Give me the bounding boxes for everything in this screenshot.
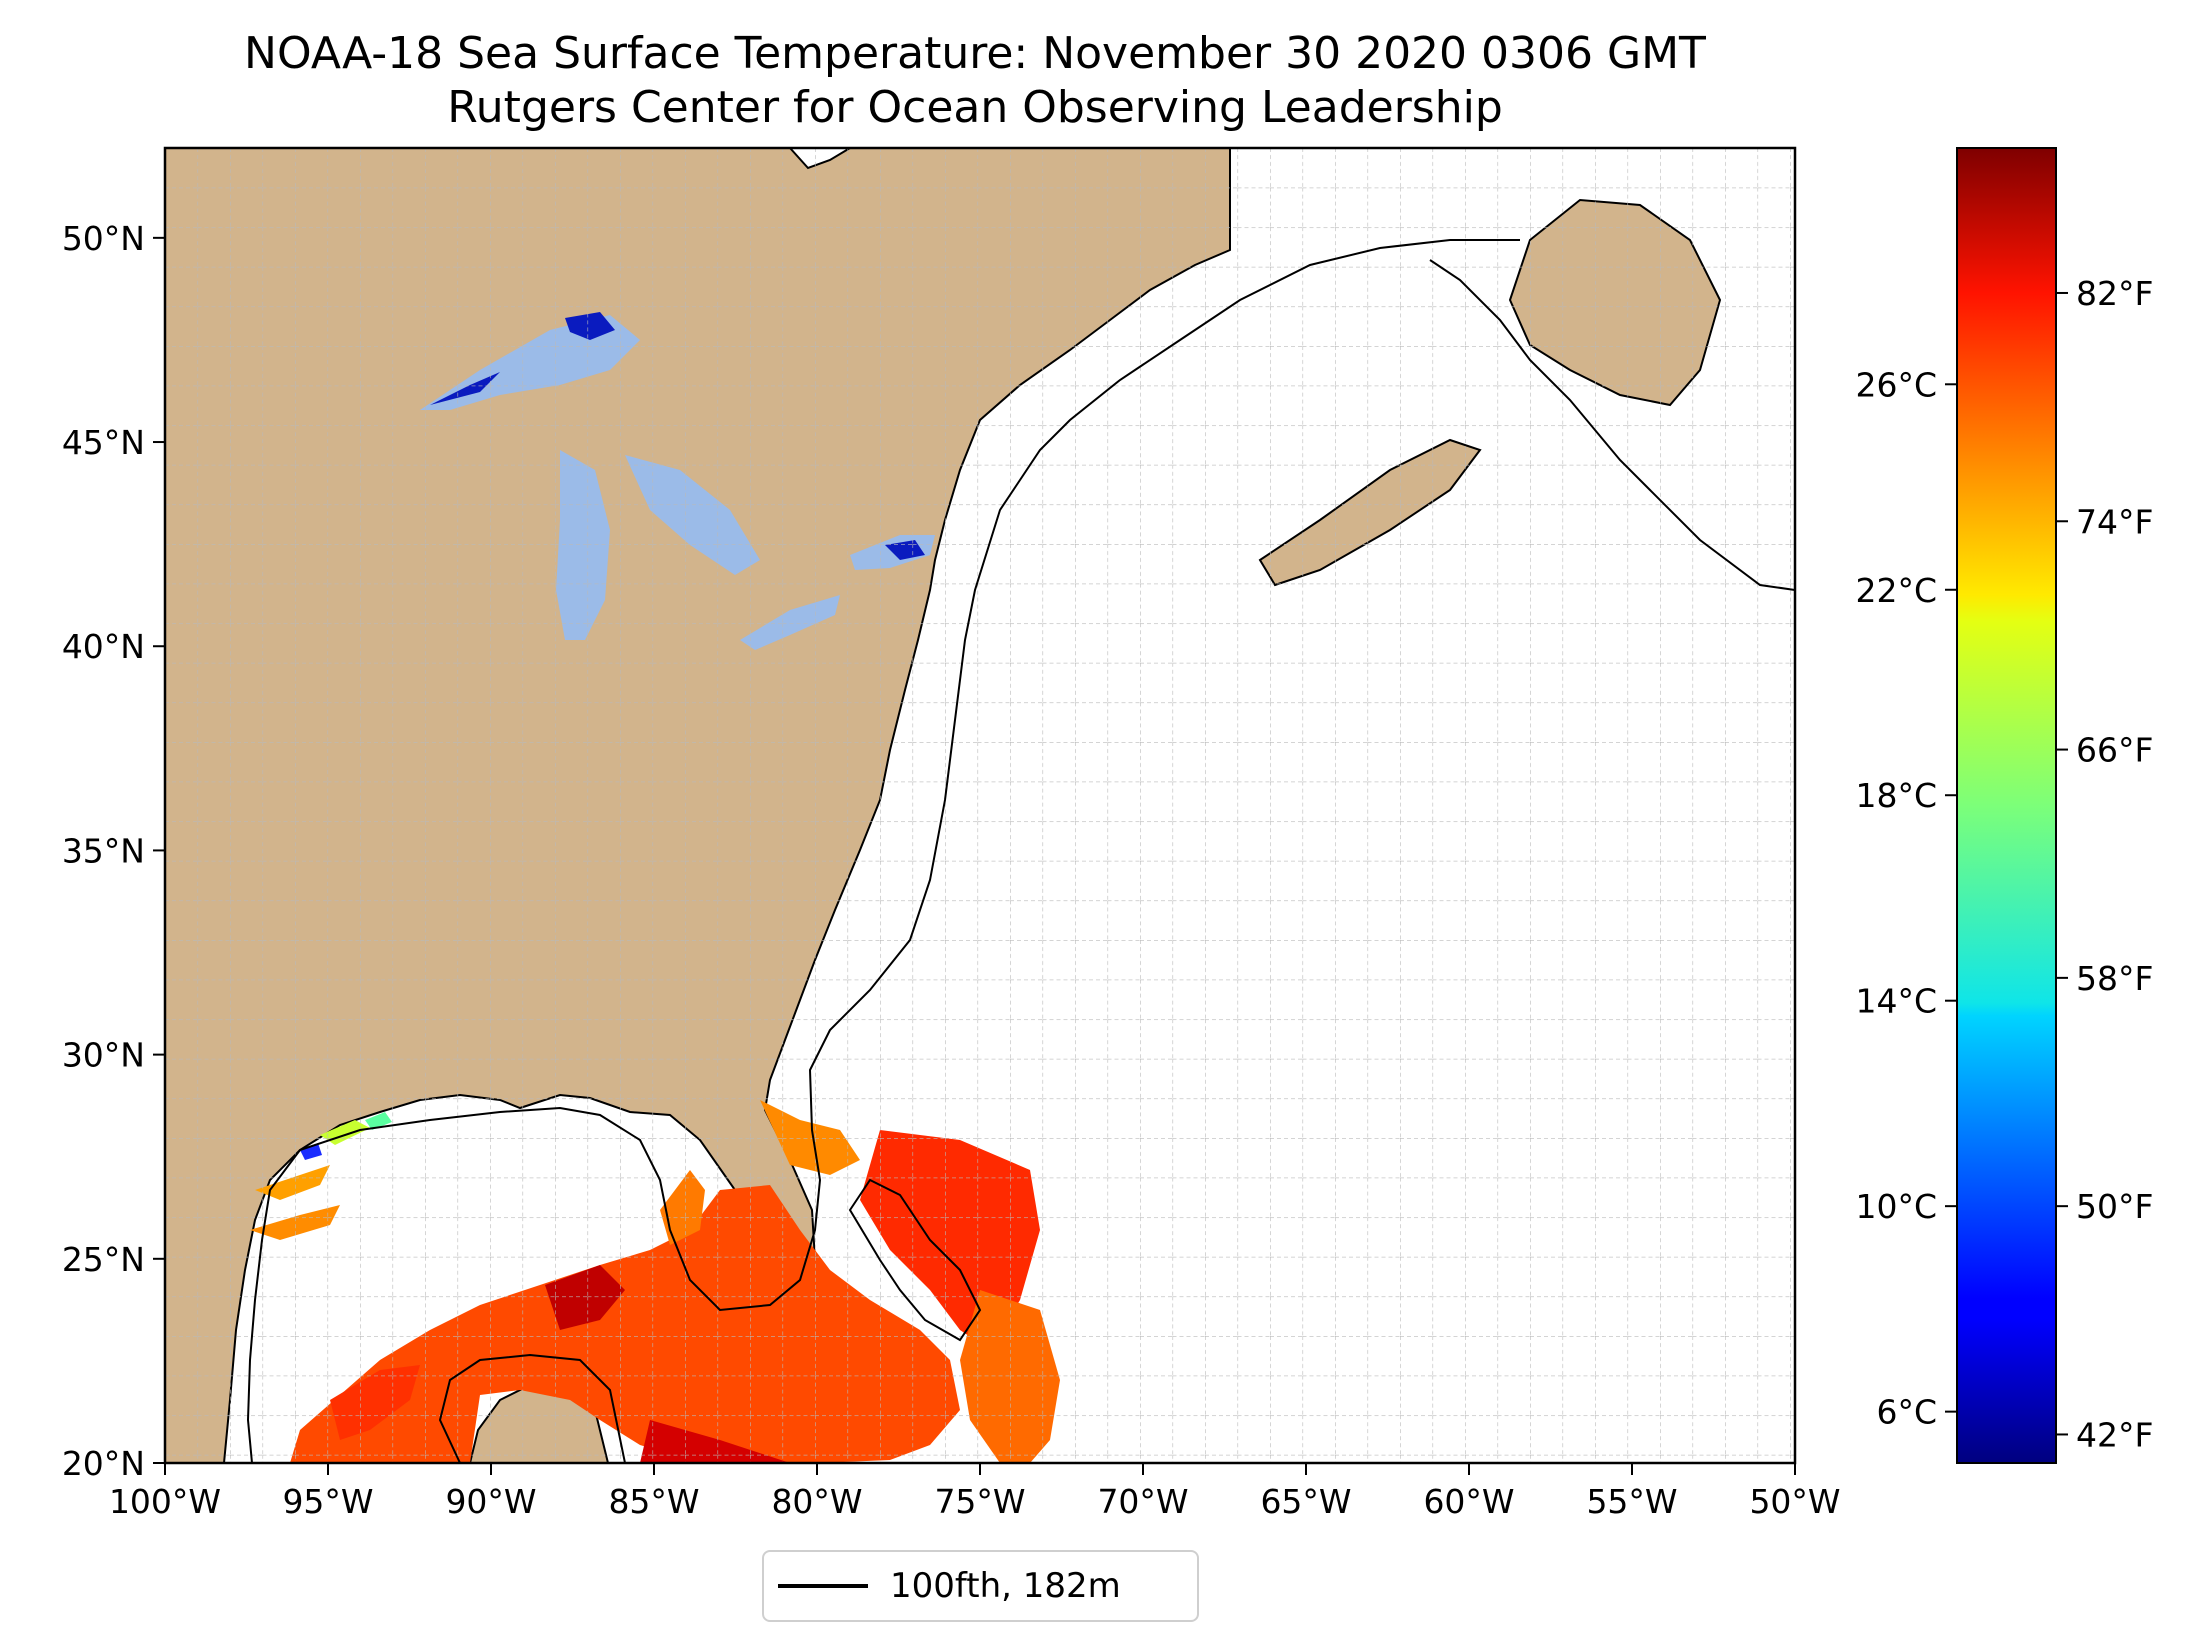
lon-tick-label: 75°W <box>934 1482 1025 1521</box>
graticule <box>165 148 1795 1463</box>
lat-tick-label: 35°N <box>62 831 145 870</box>
chart-subtitle: Rutgers Center for Ocean Observing Leade… <box>447 82 1503 133</box>
isobath-bahamas <box>848 1178 982 1342</box>
fahrenheit-tick-label: 74°F <box>2076 502 2153 541</box>
lon-tick-label: 65°W <box>1260 1482 1351 1521</box>
lat-tick-label: 30°N <box>62 1036 145 1075</box>
lon-tick-label: 70°W <box>1097 1482 1188 1521</box>
lon-tick-label: 95°W <box>282 1482 373 1521</box>
lat-tick-label: 40°N <box>62 627 145 666</box>
colorbar <box>1956 147 2057 1464</box>
fahrenheit-tick-label: 66°F <box>2076 731 2153 770</box>
lon-tick-label: 85°W <box>608 1482 699 1521</box>
celsius-tick-label: 22°C <box>1855 571 1937 610</box>
legend: 100fth, 182m <box>762 1550 1199 1622</box>
lat-tick-label: 45°N <box>62 423 145 462</box>
fahrenheit-tick-label: 42°F <box>2076 1415 2153 1454</box>
celsius-tick-label: 18°C <box>1855 776 1937 815</box>
lat-tick-label: 50°N <box>62 219 145 258</box>
legend-label: 100fth, 182m <box>890 1566 1121 1606</box>
lon-tick-label: 60°W <box>1423 1482 1514 1521</box>
fahrenheit-tick-label: 50°F <box>2076 1187 2153 1226</box>
latitude-axis: 20°N 25°N 30°N 35°N 40°N 45°N 50°N <box>62 219 165 1483</box>
isobath-yucatan <box>438 1353 626 1463</box>
celsius-tick-label: 6°C <box>1876 1393 1937 1432</box>
lon-tick-label: 90°W <box>445 1482 536 1521</box>
lon-tick-label: 80°W <box>771 1482 862 1521</box>
lon-tick-label: 50°W <box>1749 1482 1840 1521</box>
lat-tick-label: 25°N <box>62 1240 145 1279</box>
legend-line-swatch <box>778 1584 868 1588</box>
fahrenheit-tick-label: 82°F <box>2076 274 2153 313</box>
lat-tick-label: 20°N <box>62 1444 145 1483</box>
longitude-axis: 100°W 95°W 90°W 85°W 80°W 75°W 70°W 65°W 60°W 55°… <box>109 1463 1841 1521</box>
celsius-tick-label: 14°C <box>1855 982 1937 1021</box>
celsius-tick-label: 10°C <box>1855 1187 1937 1226</box>
colorbar-fahrenheit-axis: 42°F 50°F 58°F 66°F 74°F 82°F <box>2056 274 2153 1454</box>
isobath-100fth <box>246 239 1795 1463</box>
chart-title: NOAA-18 Sea Surface Temperature: Novembe… <box>244 28 1706 79</box>
celsius-tick-label: 26°C <box>1855 365 1937 404</box>
lon-tick-label: 100°W <box>109 1482 221 1521</box>
lon-tick-label: 55°W <box>1586 1482 1677 1521</box>
colorbar-celsius-axis: 6°C 10°C 14°C 18°C 22°C 26°C <box>1855 365 1957 1432</box>
fahrenheit-tick-label: 58°F <box>2076 959 2153 998</box>
